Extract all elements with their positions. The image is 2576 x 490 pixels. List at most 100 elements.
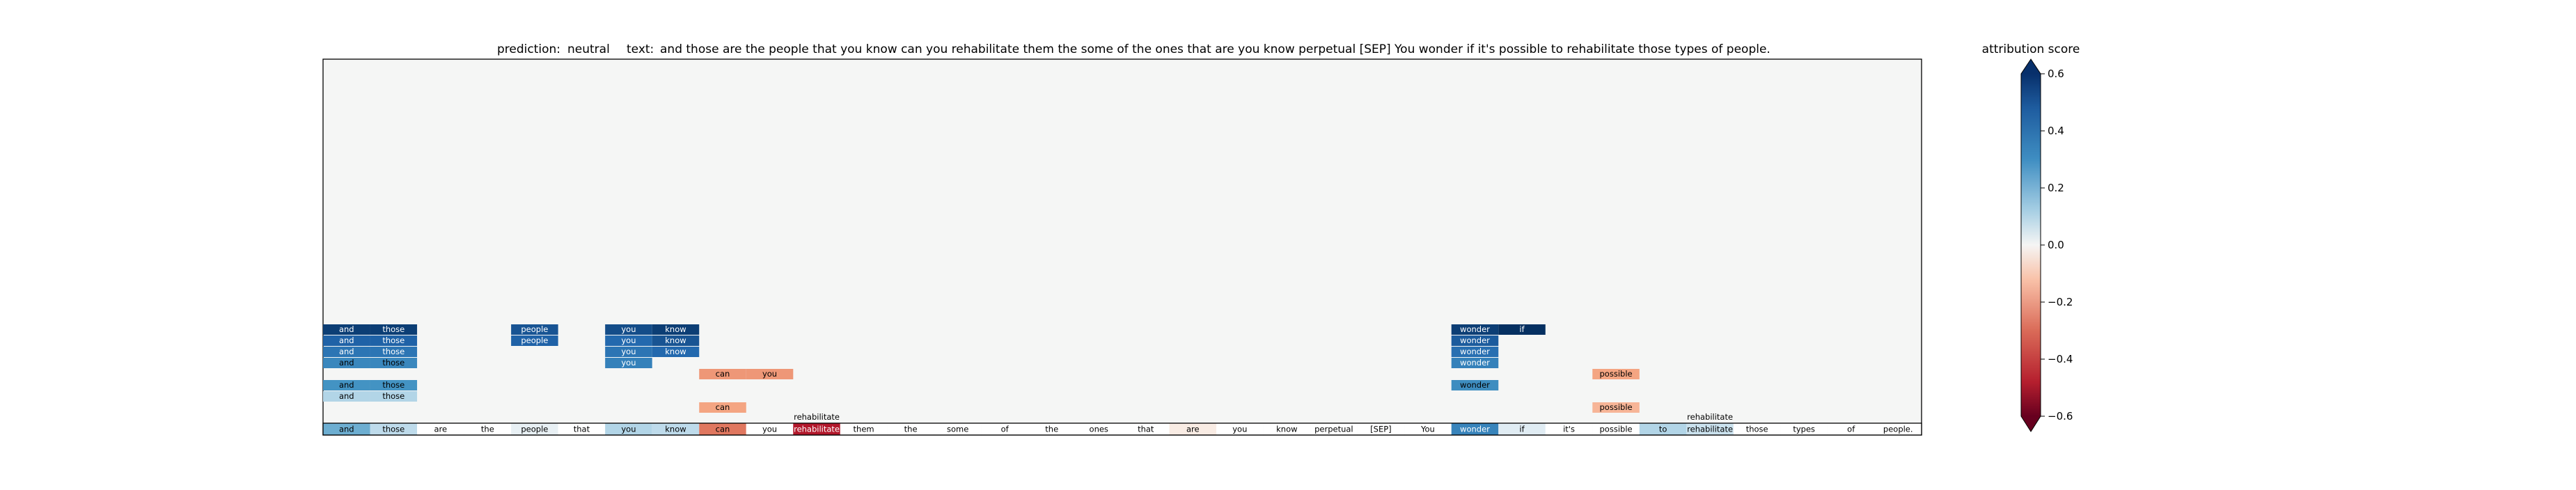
heatmap-cell-label: and bbox=[339, 391, 354, 401]
token-cell bbox=[1357, 423, 1405, 435]
token-cell bbox=[887, 423, 934, 435]
heatmap-cell bbox=[370, 347, 418, 357]
heatmap-cell bbox=[511, 324, 558, 335]
heatmap-cell-label: wonder bbox=[1460, 358, 1490, 368]
heatmap-cell-label: and bbox=[339, 358, 354, 368]
plot-area bbox=[322, 58, 1922, 436]
token-cell bbox=[840, 423, 888, 435]
token-label: perpetual bbox=[1314, 425, 1353, 434]
heatmap-cell-label: can bbox=[716, 402, 730, 412]
token-row-frame bbox=[322, 422, 1922, 436]
heatmap-cell-label: know bbox=[665, 347, 686, 356]
heatmap-cell-label: those bbox=[382, 335, 405, 345]
token-cell bbox=[1639, 423, 1687, 435]
token-cell bbox=[1874, 423, 1922, 435]
colorbar-tick-label: 0.4 bbox=[2048, 125, 2064, 137]
colorbar-tick-label: 0.0 bbox=[2048, 239, 2064, 251]
token-label: and bbox=[339, 425, 354, 434]
token-cell bbox=[558, 423, 606, 435]
heatmap-cell bbox=[370, 380, 418, 390]
token-cell bbox=[370, 423, 418, 435]
heatmap-cell-label: wonder bbox=[1460, 380, 1490, 390]
heatmap-cell bbox=[699, 369, 746, 379]
heatmap-cell bbox=[370, 324, 418, 335]
heatmap-cell bbox=[323, 391, 370, 402]
colorbar-extend-top bbox=[2021, 59, 2041, 74]
text-label: text: bbox=[627, 42, 654, 56]
token-label: ones bbox=[1090, 425, 1108, 434]
token-cell bbox=[1216, 423, 1264, 435]
heatmap-cell-label: know bbox=[665, 324, 686, 334]
token-label: You bbox=[1420, 425, 1435, 434]
token-label: of bbox=[1001, 425, 1010, 434]
token-cell bbox=[1263, 423, 1311, 435]
heatmap-cell-label: wonder bbox=[1460, 324, 1490, 334]
token-cell bbox=[793, 423, 840, 435]
heatmap-cell-label: and bbox=[339, 335, 354, 345]
heatmap-cell bbox=[1592, 402, 1640, 413]
token-cell bbox=[417, 423, 464, 435]
heatmap-cell bbox=[1451, 335, 1499, 346]
heatmap-cell bbox=[605, 347, 652, 357]
token-cell bbox=[1451, 423, 1499, 435]
heatmap-cell-label: those bbox=[382, 347, 405, 356]
token-cell bbox=[1404, 423, 1452, 435]
heatmap-cell-label: people bbox=[521, 335, 548, 345]
token-label: that bbox=[574, 425, 590, 434]
token-label: the bbox=[1045, 425, 1058, 434]
token-label: it's bbox=[1563, 425, 1575, 434]
token-cell bbox=[746, 423, 794, 435]
token-label: the bbox=[481, 425, 494, 434]
heatmap-cell bbox=[652, 335, 700, 346]
heatmap-cell-label: you bbox=[621, 347, 636, 356]
heatmap-cell-label: you bbox=[621, 324, 636, 334]
token-cell bbox=[1592, 423, 1640, 435]
token-label: people. bbox=[1883, 425, 1913, 434]
heatmap-cell bbox=[370, 391, 418, 402]
token-cell bbox=[1028, 423, 1076, 435]
token-label: some bbox=[947, 425, 968, 434]
heatmap-cell-label: know bbox=[665, 335, 686, 345]
colorbar-extend-bottom bbox=[2021, 416, 2041, 432]
heatmap-cell bbox=[323, 347, 370, 357]
token-label: types bbox=[1793, 425, 1815, 434]
heatmap-cell-label: those bbox=[382, 380, 405, 390]
heatmap-cell-label: rehabilitate bbox=[794, 412, 840, 422]
token-cell bbox=[652, 423, 700, 435]
token-cell bbox=[1733, 423, 1781, 435]
token-cell bbox=[464, 423, 512, 435]
heatmap-cell bbox=[1451, 380, 1499, 390]
token-cell bbox=[1780, 423, 1828, 435]
token-cell bbox=[1169, 423, 1217, 435]
token-label: of bbox=[1847, 425, 1855, 434]
token-label: rehabilitate bbox=[1687, 425, 1733, 434]
heatmap-cell bbox=[323, 358, 370, 368]
token-label: those bbox=[382, 425, 405, 434]
token-cell bbox=[1122, 423, 1170, 435]
heatmap-cell bbox=[652, 347, 700, 357]
heatmap-cell-label: you bbox=[621, 335, 636, 345]
heatmap-cell-label: if bbox=[1519, 324, 1525, 334]
heatmap-cells: and those people you know wonder if and those peo… bbox=[323, 324, 1733, 422]
heatmap-cell bbox=[605, 335, 652, 346]
heatmap-cell bbox=[323, 324, 370, 335]
heatmap-cell-label: and bbox=[339, 380, 354, 390]
token-cell bbox=[511, 423, 558, 435]
token-cell bbox=[934, 423, 982, 435]
token-label: possible bbox=[1600, 425, 1633, 434]
heatmap-cell-label: and bbox=[339, 324, 354, 334]
heatmap-cell-label: those bbox=[382, 358, 405, 368]
heatmap-cell-label: wonder bbox=[1460, 335, 1490, 345]
heatmap-cell bbox=[605, 324, 652, 335]
token-label: are bbox=[434, 425, 448, 434]
token-cell bbox=[1827, 423, 1875, 435]
token-label: if bbox=[1519, 425, 1525, 434]
token-label: people bbox=[521, 425, 548, 434]
colorbar-gradient bbox=[2021, 74, 2041, 416]
heatmap-cell bbox=[1592, 369, 1640, 379]
heatmap-cell-label: you bbox=[762, 369, 777, 379]
colorbar-title: attribution score bbox=[1982, 42, 2080, 56]
colorbar-tick-label: −0.6 bbox=[2048, 410, 2073, 422]
